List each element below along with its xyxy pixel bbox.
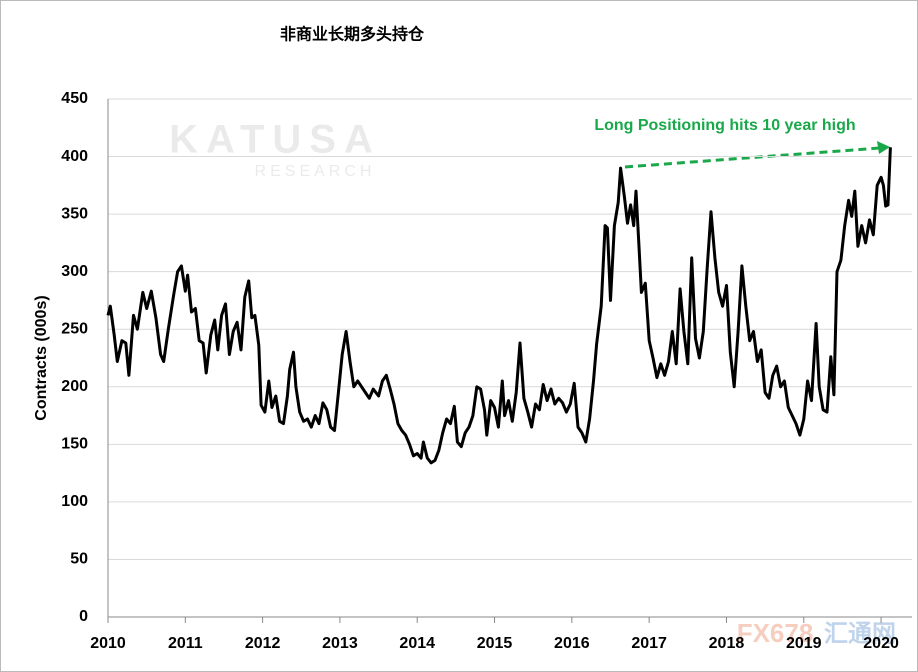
x-tick-label: 2015 [477, 635, 513, 652]
y-tick-label: 50 [70, 551, 88, 568]
x-tick-label: 2010 [90, 635, 126, 652]
x-tick-label: 2011 [168, 635, 203, 652]
annotation: Long Positioning hits 10 year high [594, 117, 855, 134]
x-tick-label: 2014 [399, 635, 435, 652]
watermark: 汇通网 [824, 620, 896, 647]
y-tick-label: 200 [61, 378, 88, 395]
y-tick-label: 250 [61, 320, 88, 337]
x-tick-label: 2016 [554, 635, 590, 652]
watermark: FX678 [737, 618, 814, 648]
y-tick-label: 300 [61, 263, 88, 280]
y-tick-label: 150 [61, 436, 88, 453]
x-tick-label: 2013 [322, 635, 358, 652]
annotation-arrow [624, 146, 881, 169]
watermark: KATUSA [169, 118, 381, 162]
watermark: RESEARCH [255, 163, 376, 180]
y-tick-label: 450 [61, 90, 88, 107]
x-tick-label: 2018 [709, 635, 745, 652]
x-tick-label: 2020 [863, 635, 899, 652]
chart-title: 非商业长期多头持仓 [280, 25, 425, 44]
data-line [106, 147, 892, 465]
y-axis-label: Contracts (000s) [33, 295, 50, 420]
y-tick-label: 100 [61, 493, 88, 510]
y-tick-label: 350 [61, 205, 88, 222]
x-tick-label: 2019 [786, 635, 822, 652]
y-tick-label: 400 [61, 148, 88, 165]
y-tick-label: 0 [79, 608, 88, 625]
arrow-head [877, 141, 890, 154]
x-tick-label: 2017 [631, 635, 667, 652]
x-tick-label: 2012 [245, 635, 281, 652]
